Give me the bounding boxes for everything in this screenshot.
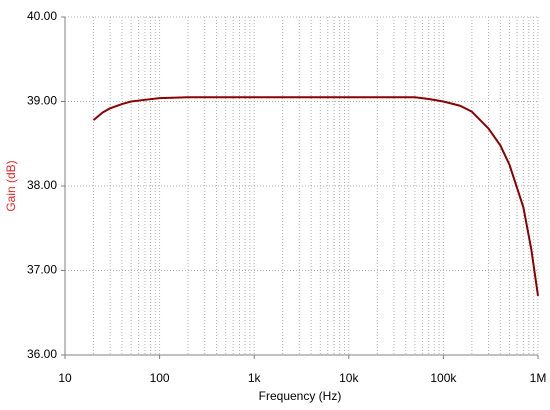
x-tick-label: 100k — [430, 371, 457, 385]
y-tick-label: 39.00 — [27, 94, 57, 108]
x-tick-label: 100 — [150, 371, 170, 385]
x-tick-label: 1M — [530, 371, 547, 385]
x-tick-label: 1k — [248, 371, 262, 385]
y-axis-label: Gain (dB) — [4, 160, 18, 211]
y-tick-label: 36.00 — [27, 347, 57, 361]
y-tick-label: 37.00 — [27, 263, 57, 277]
x-tick-label: 10k — [339, 371, 359, 385]
x-tick-label: 10 — [58, 371, 72, 385]
y-tick-label: 38.00 — [27, 178, 57, 192]
data-line — [92, 96, 539, 296]
y-tick-label: 40.00 — [27, 9, 57, 23]
x-axis-label: Frequency (Hz) — [259, 389, 342, 403]
